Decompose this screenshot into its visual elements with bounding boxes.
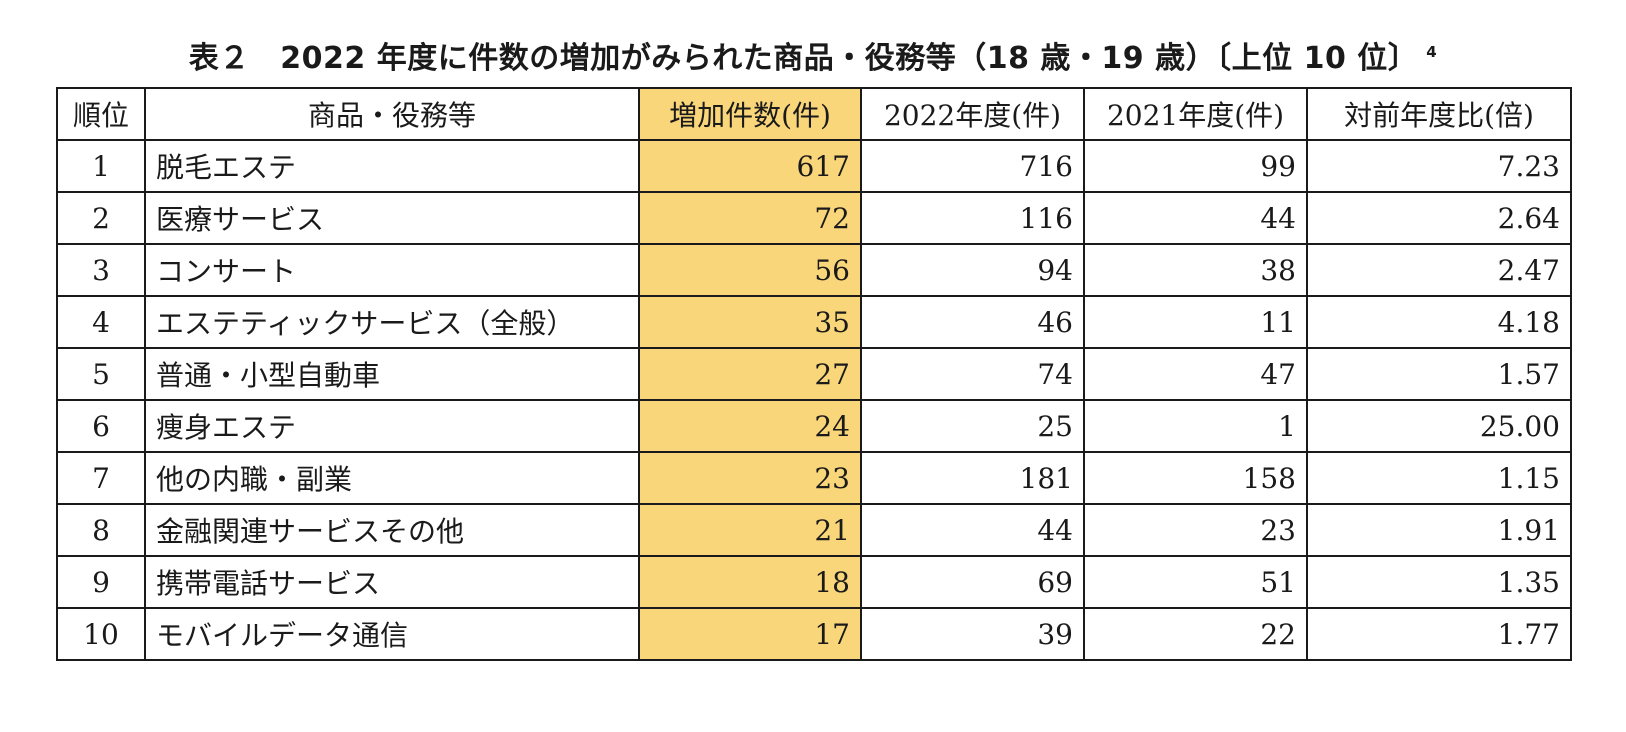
cell-fy2021: 99 (1083, 139, 1308, 193)
cell-rank: 10 (56, 607, 146, 661)
cell-ratio: 2.47 (1306, 243, 1572, 297)
title-footnote-marker: 4 (1426, 43, 1438, 61)
cell-ratio: 4.18 (1306, 295, 1572, 349)
cell-rank: 3 (56, 243, 146, 297)
table-row: 7 他の内職・副業 23 181 158 1.15 (56, 451, 1572, 505)
cell-fy2022: 69 (860, 555, 1085, 609)
cell-item: 医療サービス (144, 191, 640, 245)
cell-item: 金融関連サービスその他 (144, 503, 640, 557)
table-row: 10 モバイルデータ通信 17 39 22 1.77 (56, 607, 1572, 661)
table-row: 2 医療サービス 72 116 44 2.64 (56, 191, 1572, 245)
cell-fy2021: 51 (1083, 555, 1308, 609)
cell-ratio: 1.35 (1306, 555, 1572, 609)
cell-fy2021: 1 (1083, 399, 1308, 453)
cell-fy2021: 22 (1083, 607, 1308, 661)
cell-item: 普通・小型自動車 (144, 347, 640, 401)
cell-increase: 35 (638, 295, 862, 349)
table-body: 1 脱毛エステ 617 716 99 7.23 2 医療サービス 72 116 44 2.64 3 コンサ… (56, 139, 1572, 661)
cell-fy2022: 181 (860, 451, 1085, 505)
header-ratio: 対前年度比(倍) (1306, 87, 1572, 141)
cell-fy2021: 11 (1083, 295, 1308, 349)
cell-ratio: 1.57 (1306, 347, 1572, 401)
cell-rank: 5 (56, 347, 146, 401)
cell-item: 痩身エステ (144, 399, 640, 453)
header-item: 商品・役務等 (144, 87, 640, 141)
header-fy2021: 2021年度(件) (1083, 87, 1308, 141)
cell-increase: 24 (638, 399, 862, 453)
cell-fy2022: 116 (860, 191, 1085, 245)
cell-rank: 4 (56, 295, 146, 349)
table-title: 表２ 2022 年度に件数の増加がみられた商品・役務等（18 歳・19 歳）〔上… (0, 30, 1626, 81)
header-increase: 増加件数(件) (638, 87, 862, 141)
cell-increase: 617 (638, 139, 862, 193)
ranking-table: 順位 商品・役務等 増加件数(件) 2022年度(件) 2021年度(件) 対前… (56, 87, 1572, 661)
table-row: 5 普通・小型自動車 27 74 47 1.57 (56, 347, 1572, 401)
cell-rank: 7 (56, 451, 146, 505)
header-row: 順位 商品・役務等 増加件数(件) 2022年度(件) 2021年度(件) 対前… (56, 87, 1572, 141)
cell-increase: 21 (638, 503, 862, 557)
cell-ratio: 2.64 (1306, 191, 1572, 245)
cell-increase: 18 (638, 555, 862, 609)
table-row: 6 痩身エステ 24 25 1 25.00 (56, 399, 1572, 453)
table-row: 1 脱毛エステ 617 716 99 7.23 (56, 139, 1572, 193)
cell-rank: 8 (56, 503, 146, 557)
cell-fy2021: 44 (1083, 191, 1308, 245)
cell-rank: 2 (56, 191, 146, 245)
cell-item: 携帯電話サービス (144, 555, 640, 609)
header-rank: 順位 (56, 87, 146, 141)
cell-increase: 56 (638, 243, 862, 297)
cell-increase: 72 (638, 191, 862, 245)
cell-fy2022: 716 (860, 139, 1085, 193)
cell-ratio: 1.15 (1306, 451, 1572, 505)
cell-fy2021: 158 (1083, 451, 1308, 505)
cell-ratio: 7.23 (1306, 139, 1572, 193)
cell-fy2022: 39 (860, 607, 1085, 661)
cell-ratio: 25.00 (1306, 399, 1572, 453)
cell-item: 他の内職・副業 (144, 451, 640, 505)
cell-item: モバイルデータ通信 (144, 607, 640, 661)
cell-increase: 17 (638, 607, 862, 661)
cell-ratio: 1.91 (1306, 503, 1572, 557)
cell-ratio: 1.77 (1306, 607, 1572, 661)
cell-fy2021: 38 (1083, 243, 1308, 297)
cell-fy2022: 46 (860, 295, 1085, 349)
cell-increase: 23 (638, 451, 862, 505)
cell-item: エステティックサービス（全般） (144, 295, 640, 349)
cell-fy2022: 94 (860, 243, 1085, 297)
table-row: 3 コンサート 56 94 38 2.47 (56, 243, 1572, 297)
cell-increase: 27 (638, 347, 862, 401)
cell-item: 脱毛エステ (144, 139, 640, 193)
cell-fy2021: 47 (1083, 347, 1308, 401)
cell-fy2022: 44 (860, 503, 1085, 557)
table-row: 9 携帯電話サービス 18 69 51 1.35 (56, 555, 1572, 609)
cell-fy2022: 25 (860, 399, 1085, 453)
header-fy2022: 2022年度(件) (860, 87, 1085, 141)
table-row: 4 エステティックサービス（全般） 35 46 11 4.18 (56, 295, 1572, 349)
table-title-text: 表２ 2022 年度に件数の増加がみられた商品・役務等（18 歳・19 歳）〔上… (188, 41, 1419, 76)
table-row: 8 金融関連サービスその他 21 44 23 1.91 (56, 503, 1572, 557)
cell-fy2021: 23 (1083, 503, 1308, 557)
cell-rank: 6 (56, 399, 146, 453)
cell-rank: 1 (56, 139, 146, 193)
cell-fy2022: 74 (860, 347, 1085, 401)
cell-rank: 9 (56, 555, 146, 609)
cell-item: コンサート (144, 243, 640, 297)
